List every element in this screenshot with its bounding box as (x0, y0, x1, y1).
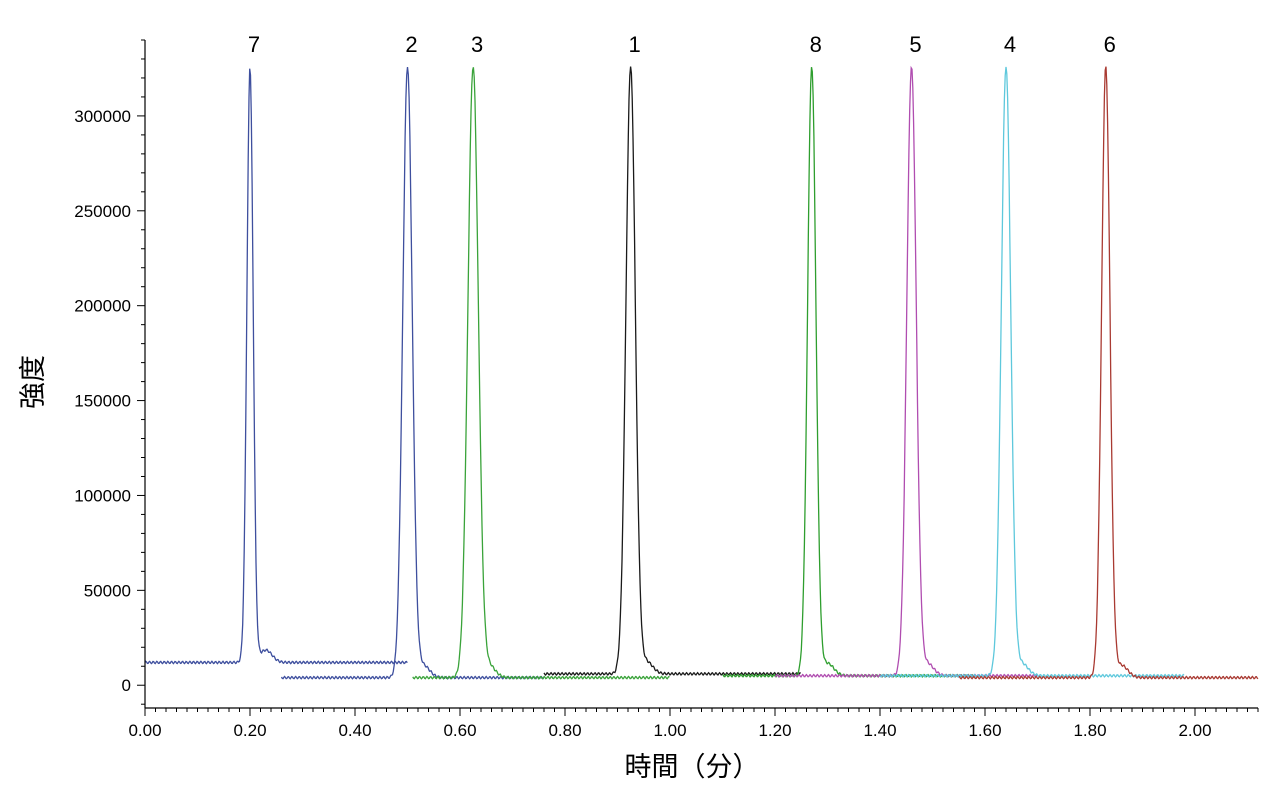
peak-label-3: 3 (471, 32, 483, 57)
y-tick-label: 50000 (84, 581, 131, 600)
x-tick-label: 0.80 (548, 721, 581, 740)
x-tick-label: 1.40 (863, 721, 896, 740)
y-axis-title: 強度 (18, 355, 49, 409)
x-tick-label: 1.60 (968, 721, 1001, 740)
trace-peak-4 (879, 66, 1185, 678)
peak-label-8: 8 (810, 32, 822, 57)
x-tick-label: 0.40 (338, 721, 371, 740)
y-tick-label: 300000 (74, 107, 131, 126)
trace-peak-2 (280, 67, 545, 680)
peak-label-1: 1 (629, 32, 641, 57)
y-tick-label: 200000 (74, 297, 131, 316)
x-tick-label: 0.20 (233, 721, 266, 740)
y-tick-label: 100000 (74, 486, 131, 505)
trace-peak-5 (774, 65, 1038, 678)
y-tick-label: 150000 (74, 392, 131, 411)
axes-group: 0.00 0.20 0.40 0.60 0.80 1.00 1.20 1.40 1.60 1.80… (74, 39, 1259, 740)
y-tick-label: 0 (122, 676, 131, 695)
x-tick-label: 1.80 (1073, 721, 1106, 740)
trace-peak-6 (958, 66, 1259, 680)
trace-peak-1 (543, 66, 801, 677)
x-tick-label: 2.00 (1178, 721, 1211, 740)
y-tick-label: 250000 (74, 202, 131, 221)
trace-peak-8 (722, 66, 975, 678)
trace-group (144, 65, 1259, 680)
x-axis-title: 時間（分） (625, 752, 760, 783)
trace-peak-7 (144, 68, 408, 665)
peak-label-7: 7 (248, 32, 260, 57)
peak-label-6: 6 (1104, 32, 1116, 57)
x-tick-label: 1.20 (758, 721, 791, 740)
peak-label-2: 2 (405, 32, 417, 57)
x-tick-label: 1.00 (653, 721, 686, 740)
peak-label-5: 5 (909, 32, 921, 57)
x-tick-label: 0.00 (128, 721, 161, 740)
peak-label-4: 4 (1004, 32, 1016, 57)
peak-label-group: 7 2 3 1 8 5 4 6 (248, 32, 1116, 57)
x-tick-label: 0.60 (443, 721, 476, 740)
trace-peak-3 (412, 67, 670, 680)
